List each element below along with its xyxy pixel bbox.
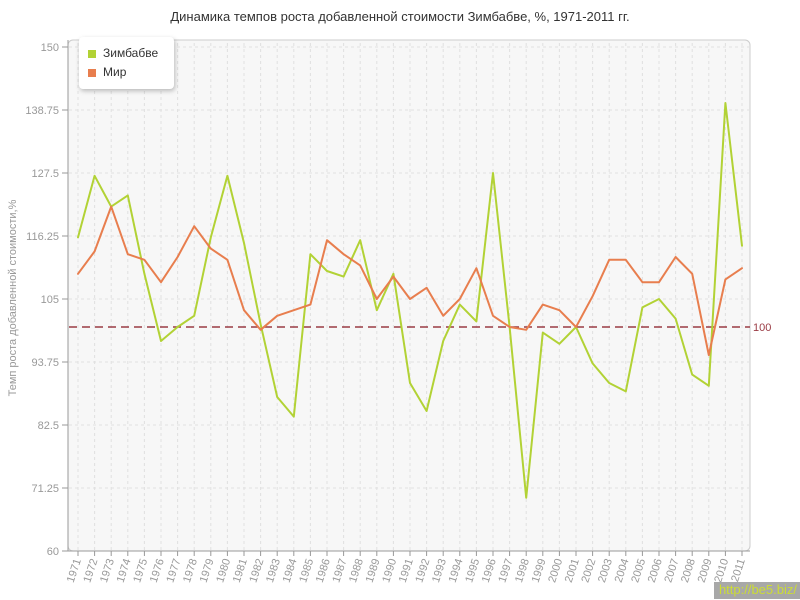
plot-background — [67, 39, 751, 552]
y-tick-label: 116.25 — [26, 231, 59, 243]
legend-swatch-world-icon — [88, 68, 96, 77]
legend-label-zimbabwe: Зимбабве — [103, 46, 159, 60]
legend-label-world: Мир — [103, 65, 127, 79]
series-line-world[interactable] — [77, 205, 743, 356]
legend: Зимбабве Мир — [79, 37, 175, 89]
y-tick-label: 150 — [41, 42, 59, 54]
y-tick-label: 105 — [41, 294, 59, 306]
chart-title: Динамика темпов роста добавленной стоимо… — [170, 9, 630, 24]
y-tick-label: 127.5 — [31, 168, 59, 180]
legend-item-zimbabwe[interactable]: Зимбабве — [88, 44, 158, 63]
y-tick-label: 93.75 — [31, 357, 59, 369]
series-line-zimbabwe[interactable] — [77, 102, 743, 499]
x-tick-label: 2011 — [729, 557, 748, 583]
reference-line-label: 100 — [753, 322, 771, 334]
legend-item-world[interactable]: Мир — [88, 63, 158, 82]
y-axis-title: Темп роста добавленной стоимости,% — [7, 199, 19, 397]
grid — [69, 43, 749, 550]
y-tick-label: 82.5 — [38, 420, 59, 432]
y-tick-label: 138.75 — [25, 105, 59, 117]
y-tick-label: 71.25 — [31, 483, 59, 495]
watermark-link[interactable]: http://be5.biz/ — [713, 582, 800, 599]
y-tick-label: 60 — [47, 546, 59, 558]
legend-swatch-zimbabwe-icon — [88, 49, 96, 58]
